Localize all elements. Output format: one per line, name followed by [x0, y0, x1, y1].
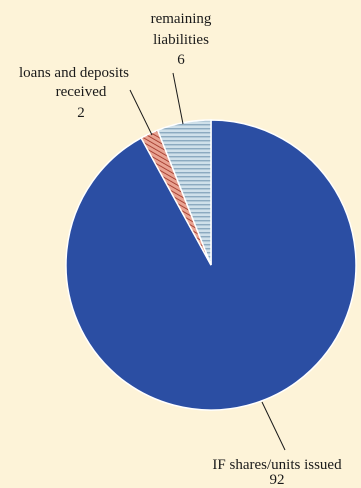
- slice-label-loans-and-deposits-received: received: [56, 84, 107, 100]
- slice-label-if-shares-units-issued: IF shares/units issued: [212, 457, 342, 473]
- leader-line-if-shares-units-issued: [261, 401, 286, 451]
- leader-line-remaining-liabilities: [172, 72, 184, 125]
- leader-lines: [129, 72, 286, 451]
- slice-label-remaining-liabilities: liabilities: [153, 32, 209, 48]
- pie-slice-remaining-liabilities: [156, 119, 212, 266]
- slice-label-remaining-liabilities: remaining: [151, 11, 212, 27]
- slice-value-remaining-liabilities: 6: [177, 52, 185, 68]
- slice-label-loans-and-deposits-received: loans and deposits: [19, 65, 129, 81]
- slice-value-loans-and-deposits-received: 2: [77, 105, 85, 121]
- slice-value-if-shares-units-issued: 92: [270, 472, 285, 488]
- pie-slices: [65, 119, 357, 411]
- leader-line-loans-and-deposits-received: [129, 89, 153, 136]
